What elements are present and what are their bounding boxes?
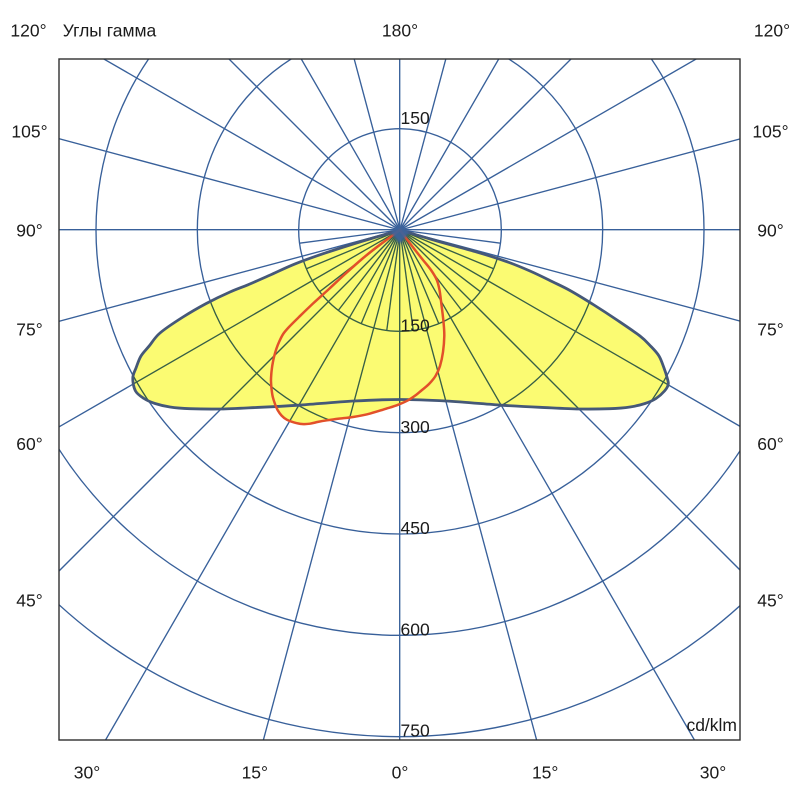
svg-text:30°: 30° (700, 763, 726, 783)
svg-text:180°: 180° (382, 21, 418, 41)
svg-text:75°: 75° (16, 320, 42, 340)
svg-text:45°: 45° (16, 591, 42, 611)
svg-text:15°: 15° (242, 763, 268, 783)
svg-text:150: 150 (401, 315, 430, 335)
svg-text:450: 450 (401, 518, 430, 538)
svg-text:120°: 120° (10, 21, 46, 41)
svg-text:Углы гамма: Углы гамма (63, 21, 157, 41)
svg-text:30°: 30° (74, 763, 100, 783)
svg-text:15°: 15° (532, 763, 558, 783)
svg-text:600: 600 (401, 620, 430, 640)
svg-text:150: 150 (401, 108, 430, 128)
svg-text:120°: 120° (754, 21, 790, 41)
svg-text:45°: 45° (757, 591, 783, 611)
svg-text:60°: 60° (16, 434, 42, 454)
svg-text:105°: 105° (11, 121, 47, 141)
svg-text:cd/klm: cd/klm (686, 715, 737, 735)
svg-text:90°: 90° (16, 221, 42, 241)
svg-text:300: 300 (401, 417, 430, 437)
svg-text:60°: 60° (757, 434, 783, 454)
svg-text:90°: 90° (757, 221, 783, 241)
svg-text:0°: 0° (392, 763, 409, 783)
svg-text:105°: 105° (752, 121, 788, 141)
svg-text:75°: 75° (757, 320, 783, 340)
svg-text:750: 750 (401, 721, 430, 741)
